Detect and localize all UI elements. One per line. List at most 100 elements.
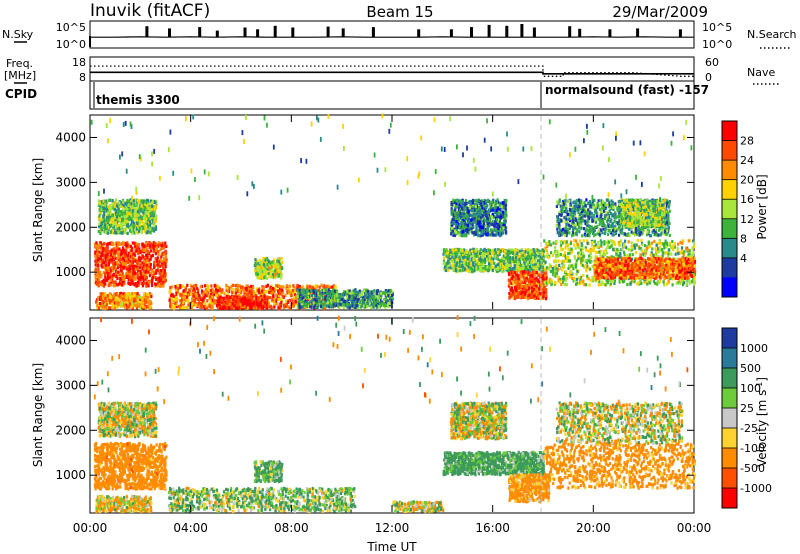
power-cell bbox=[228, 289, 231, 293]
power-cell bbox=[116, 253, 119, 257]
power-cell bbox=[279, 304, 282, 308]
power-cell bbox=[454, 248, 457, 252]
power-cell bbox=[138, 208, 141, 212]
power-cell bbox=[243, 302, 246, 306]
power-cell bbox=[278, 258, 281, 262]
power-cell bbox=[302, 296, 305, 300]
power-cell bbox=[223, 292, 226, 296]
power-cell bbox=[155, 277, 158, 282]
power-cell bbox=[106, 258, 109, 262]
power-cell bbox=[271, 290, 274, 294]
power-cell bbox=[238, 289, 241, 293]
power-cell bbox=[182, 306, 185, 310]
power-cell bbox=[182, 298, 185, 302]
power-cell bbox=[324, 296, 327, 300]
power-cell bbox=[135, 306, 138, 310]
power-cell bbox=[149, 203, 152, 207]
cpid-program-2: normalsound (fast) -157 bbox=[545, 83, 709, 97]
power-cell bbox=[505, 256, 508, 260]
power-cell bbox=[163, 256, 166, 261]
power-cell bbox=[382, 291, 385, 295]
power-cell bbox=[129, 299, 132, 304]
power-cell bbox=[98, 208, 101, 212]
power-cell bbox=[272, 269, 275, 273]
power-cell bbox=[264, 275, 267, 280]
power-cell bbox=[153, 266, 156, 270]
power-cell bbox=[367, 292, 370, 296]
power-cell bbox=[107, 226, 110, 230]
power-cell bbox=[379, 302, 382, 306]
power-cell bbox=[320, 288, 323, 292]
power-cell bbox=[247, 302, 250, 306]
power-cell bbox=[107, 199, 110, 203]
power-cell bbox=[124, 241, 127, 246]
power-cell bbox=[103, 219, 106, 223]
power-cell bbox=[100, 218, 103, 222]
power-cell bbox=[101, 305, 104, 309]
power-cell bbox=[266, 306, 269, 310]
power-cell bbox=[130, 246, 133, 250]
power-cell bbox=[275, 297, 278, 301]
power-cell bbox=[112, 207, 115, 211]
power-cell bbox=[110, 250, 113, 254]
power-cell bbox=[531, 256, 535, 260]
power-cell bbox=[149, 231, 152, 235]
power-cell bbox=[509, 251, 512, 255]
power-cell bbox=[160, 252, 163, 256]
power-cell bbox=[221, 288, 224, 292]
power-cell bbox=[473, 259, 476, 263]
nsky-tick-top: 10^5 bbox=[56, 21, 86, 34]
power-cell bbox=[135, 302, 139, 306]
power-cell bbox=[179, 284, 182, 288]
power-cell bbox=[162, 277, 165, 281]
power-cell bbox=[483, 247, 486, 251]
power-cell bbox=[123, 304, 126, 308]
power-cell bbox=[98, 201, 102, 205]
power-cell bbox=[104, 292, 107, 296]
power-cell bbox=[152, 243, 155, 248]
power-cell bbox=[157, 265, 160, 269]
power-cell bbox=[122, 200, 125, 204]
power-cell bbox=[181, 306, 184, 310]
power-cell bbox=[225, 288, 228, 292]
power-cell bbox=[114, 266, 117, 270]
power-cell bbox=[205, 294, 208, 298]
power-cell bbox=[274, 293, 278, 297]
power-cell bbox=[442, 248, 445, 252]
power-cell bbox=[277, 260, 280, 264]
power-cell bbox=[318, 292, 322, 296]
power-cell bbox=[367, 295, 370, 299]
power-cell bbox=[468, 251, 471, 255]
power-cell bbox=[260, 260, 263, 264]
power-cell bbox=[275, 283, 278, 287]
power-cell bbox=[174, 301, 177, 305]
power-cell bbox=[245, 284, 248, 288]
power-cell bbox=[97, 263, 100, 267]
power-cell bbox=[140, 216, 143, 220]
power-cell bbox=[143, 209, 146, 213]
power-cell bbox=[499, 259, 503, 263]
power-cell bbox=[118, 251, 121, 255]
power-cell bbox=[94, 250, 97, 254]
power-cell bbox=[118, 212, 121, 216]
power-cell bbox=[113, 230, 116, 234]
power-cell bbox=[111, 223, 114, 227]
power-cell bbox=[120, 257, 123, 262]
power-cell bbox=[161, 262, 164, 266]
power-cell bbox=[473, 249, 477, 253]
power-cell bbox=[334, 287, 337, 292]
power-cell bbox=[115, 221, 118, 225]
power-cell bbox=[449, 250, 452, 254]
power-cell bbox=[135, 227, 138, 231]
power-cell bbox=[257, 296, 260, 300]
power-cell bbox=[537, 263, 540, 267]
power-cell bbox=[117, 303, 120, 307]
power-cell bbox=[447, 263, 450, 267]
power-cell bbox=[120, 294, 123, 298]
power-cell bbox=[231, 290, 234, 294]
power-cell bbox=[112, 225, 116, 229]
power-cell bbox=[133, 231, 136, 235]
power-cell bbox=[487, 248, 490, 252]
power-cell bbox=[321, 296, 325, 300]
power-cell bbox=[246, 306, 249, 310]
